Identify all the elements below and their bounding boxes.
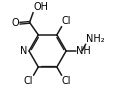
Text: O: O: [12, 18, 20, 28]
Text: Cl: Cl: [62, 16, 71, 26]
Text: Cl: Cl: [62, 76, 71, 86]
Text: N: N: [20, 46, 27, 56]
Text: OH: OH: [34, 2, 49, 12]
Text: Cl: Cl: [24, 76, 33, 86]
Text: NH: NH: [76, 46, 91, 56]
Text: NH₂: NH₂: [86, 34, 105, 44]
